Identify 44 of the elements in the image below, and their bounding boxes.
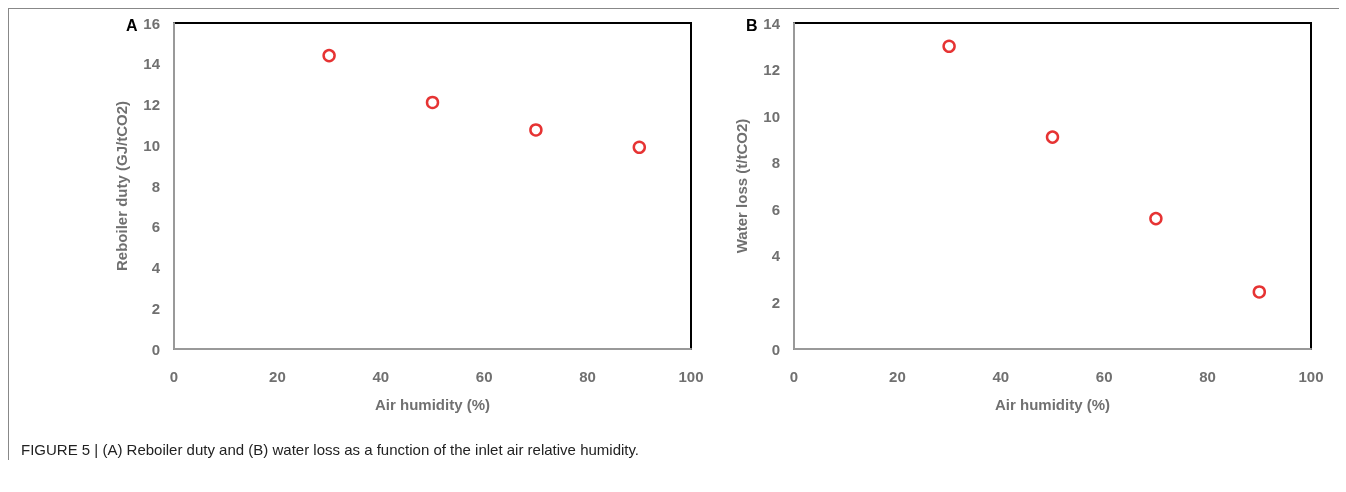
x-tick-label: 40 bbox=[372, 368, 390, 385]
y-tick-label: 2 bbox=[771, 293, 780, 311]
chart-title: A bbox=[126, 16, 138, 34]
point bbox=[1045, 130, 1060, 144]
x-tick-label: 20 bbox=[269, 368, 286, 385]
y-tick-label: 6 bbox=[771, 200, 780, 218]
chart-title: B bbox=[746, 16, 758, 34]
x-tick-label: 60 bbox=[475, 368, 493, 385]
y-tick-label: 0 bbox=[771, 340, 780, 358]
y-tick-label: 14 bbox=[143, 55, 161, 73]
y-tick-label: 2 bbox=[151, 299, 160, 317]
y-tick-label: 10 bbox=[763, 107, 780, 125]
y-tick-label: 14 bbox=[763, 14, 781, 32]
y-tick-label: 16 bbox=[143, 14, 160, 32]
x-tick-label: 60 bbox=[1095, 368, 1113, 385]
y-tick-label: 8 bbox=[151, 177, 160, 195]
point bbox=[942, 39, 956, 54]
point bbox=[1252, 285, 1267, 299]
y-axis-title: Reboiler duty (GJ/tCO2) bbox=[113, 100, 130, 272]
y-tick-label: 4 bbox=[771, 247, 781, 265]
x-tick-label: 100 bbox=[678, 368, 704, 385]
y-tick-label: 12 bbox=[763, 61, 780, 79]
x-tick-label: 20 bbox=[889, 368, 906, 385]
x-axis-title: Air humidity (%) bbox=[995, 396, 1110, 413]
point bbox=[529, 123, 543, 137]
point bbox=[632, 140, 647, 155]
x-tick-label: 100 bbox=[1298, 368, 1324, 385]
x-tick-label: 40 bbox=[992, 368, 1010, 385]
y-tick-label: 12 bbox=[143, 96, 160, 113]
y-axis-title: Water loss (t/tCO2) bbox=[733, 118, 750, 254]
x-tick-label: 80 bbox=[579, 368, 596, 385]
y-tick-label: 6 bbox=[151, 218, 160, 236]
x-tick-label: 80 bbox=[1199, 368, 1216, 385]
y-tick-label: 0 bbox=[151, 340, 160, 358]
x-tick-label: 0 bbox=[789, 368, 799, 385]
caption: FIGURE 5 | (A) Reboiler duty and (B) water loss as a function of the inlet air relative humidity. bbox=[20, 440, 641, 460]
point bbox=[1149, 211, 1163, 226]
x-axis-title: Air humidity (%) bbox=[375, 396, 490, 413]
point bbox=[322, 48, 336, 63]
y-tick-label: 10 bbox=[143, 136, 160, 154]
point bbox=[425, 95, 440, 110]
y-tick-label: 8 bbox=[771, 154, 780, 172]
y-tick-label: 4 bbox=[151, 259, 161, 276]
x-tick-label: 0 bbox=[169, 368, 179, 385]
